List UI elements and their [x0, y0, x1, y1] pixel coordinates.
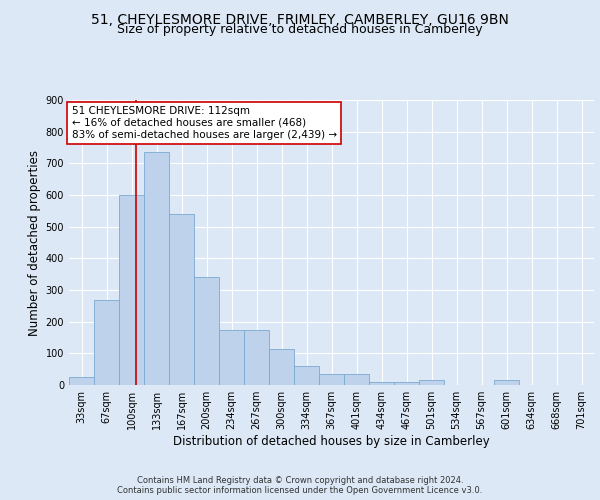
- Bar: [294, 366, 319, 385]
- X-axis label: Distribution of detached houses by size in Camberley: Distribution of detached houses by size …: [173, 435, 490, 448]
- Bar: [144, 152, 169, 385]
- Bar: [319, 374, 344, 385]
- Bar: [194, 278, 219, 385]
- Bar: [219, 330, 244, 385]
- Text: 51 CHEYLESMORE DRIVE: 112sqm
← 16% of detached houses are smaller (468)
83% of s: 51 CHEYLESMORE DRIVE: 112sqm ← 16% of de…: [71, 106, 337, 140]
- Bar: [169, 214, 194, 385]
- Bar: [69, 377, 94, 385]
- Text: 51, CHEYLESMORE DRIVE, FRIMLEY, CAMBERLEY, GU16 9BN: 51, CHEYLESMORE DRIVE, FRIMLEY, CAMBERLE…: [91, 12, 509, 26]
- Bar: [369, 382, 394, 385]
- Bar: [394, 382, 419, 385]
- Y-axis label: Number of detached properties: Number of detached properties: [28, 150, 41, 336]
- Bar: [344, 374, 369, 385]
- Bar: [419, 380, 444, 385]
- Bar: [94, 300, 119, 385]
- Bar: [119, 195, 144, 385]
- Bar: [494, 380, 519, 385]
- Bar: [244, 330, 269, 385]
- Text: Size of property relative to detached houses in Camberley: Size of property relative to detached ho…: [117, 22, 483, 36]
- Text: Contains HM Land Registry data © Crown copyright and database right 2024.
Contai: Contains HM Land Registry data © Crown c…: [118, 476, 482, 495]
- Bar: [269, 348, 294, 385]
